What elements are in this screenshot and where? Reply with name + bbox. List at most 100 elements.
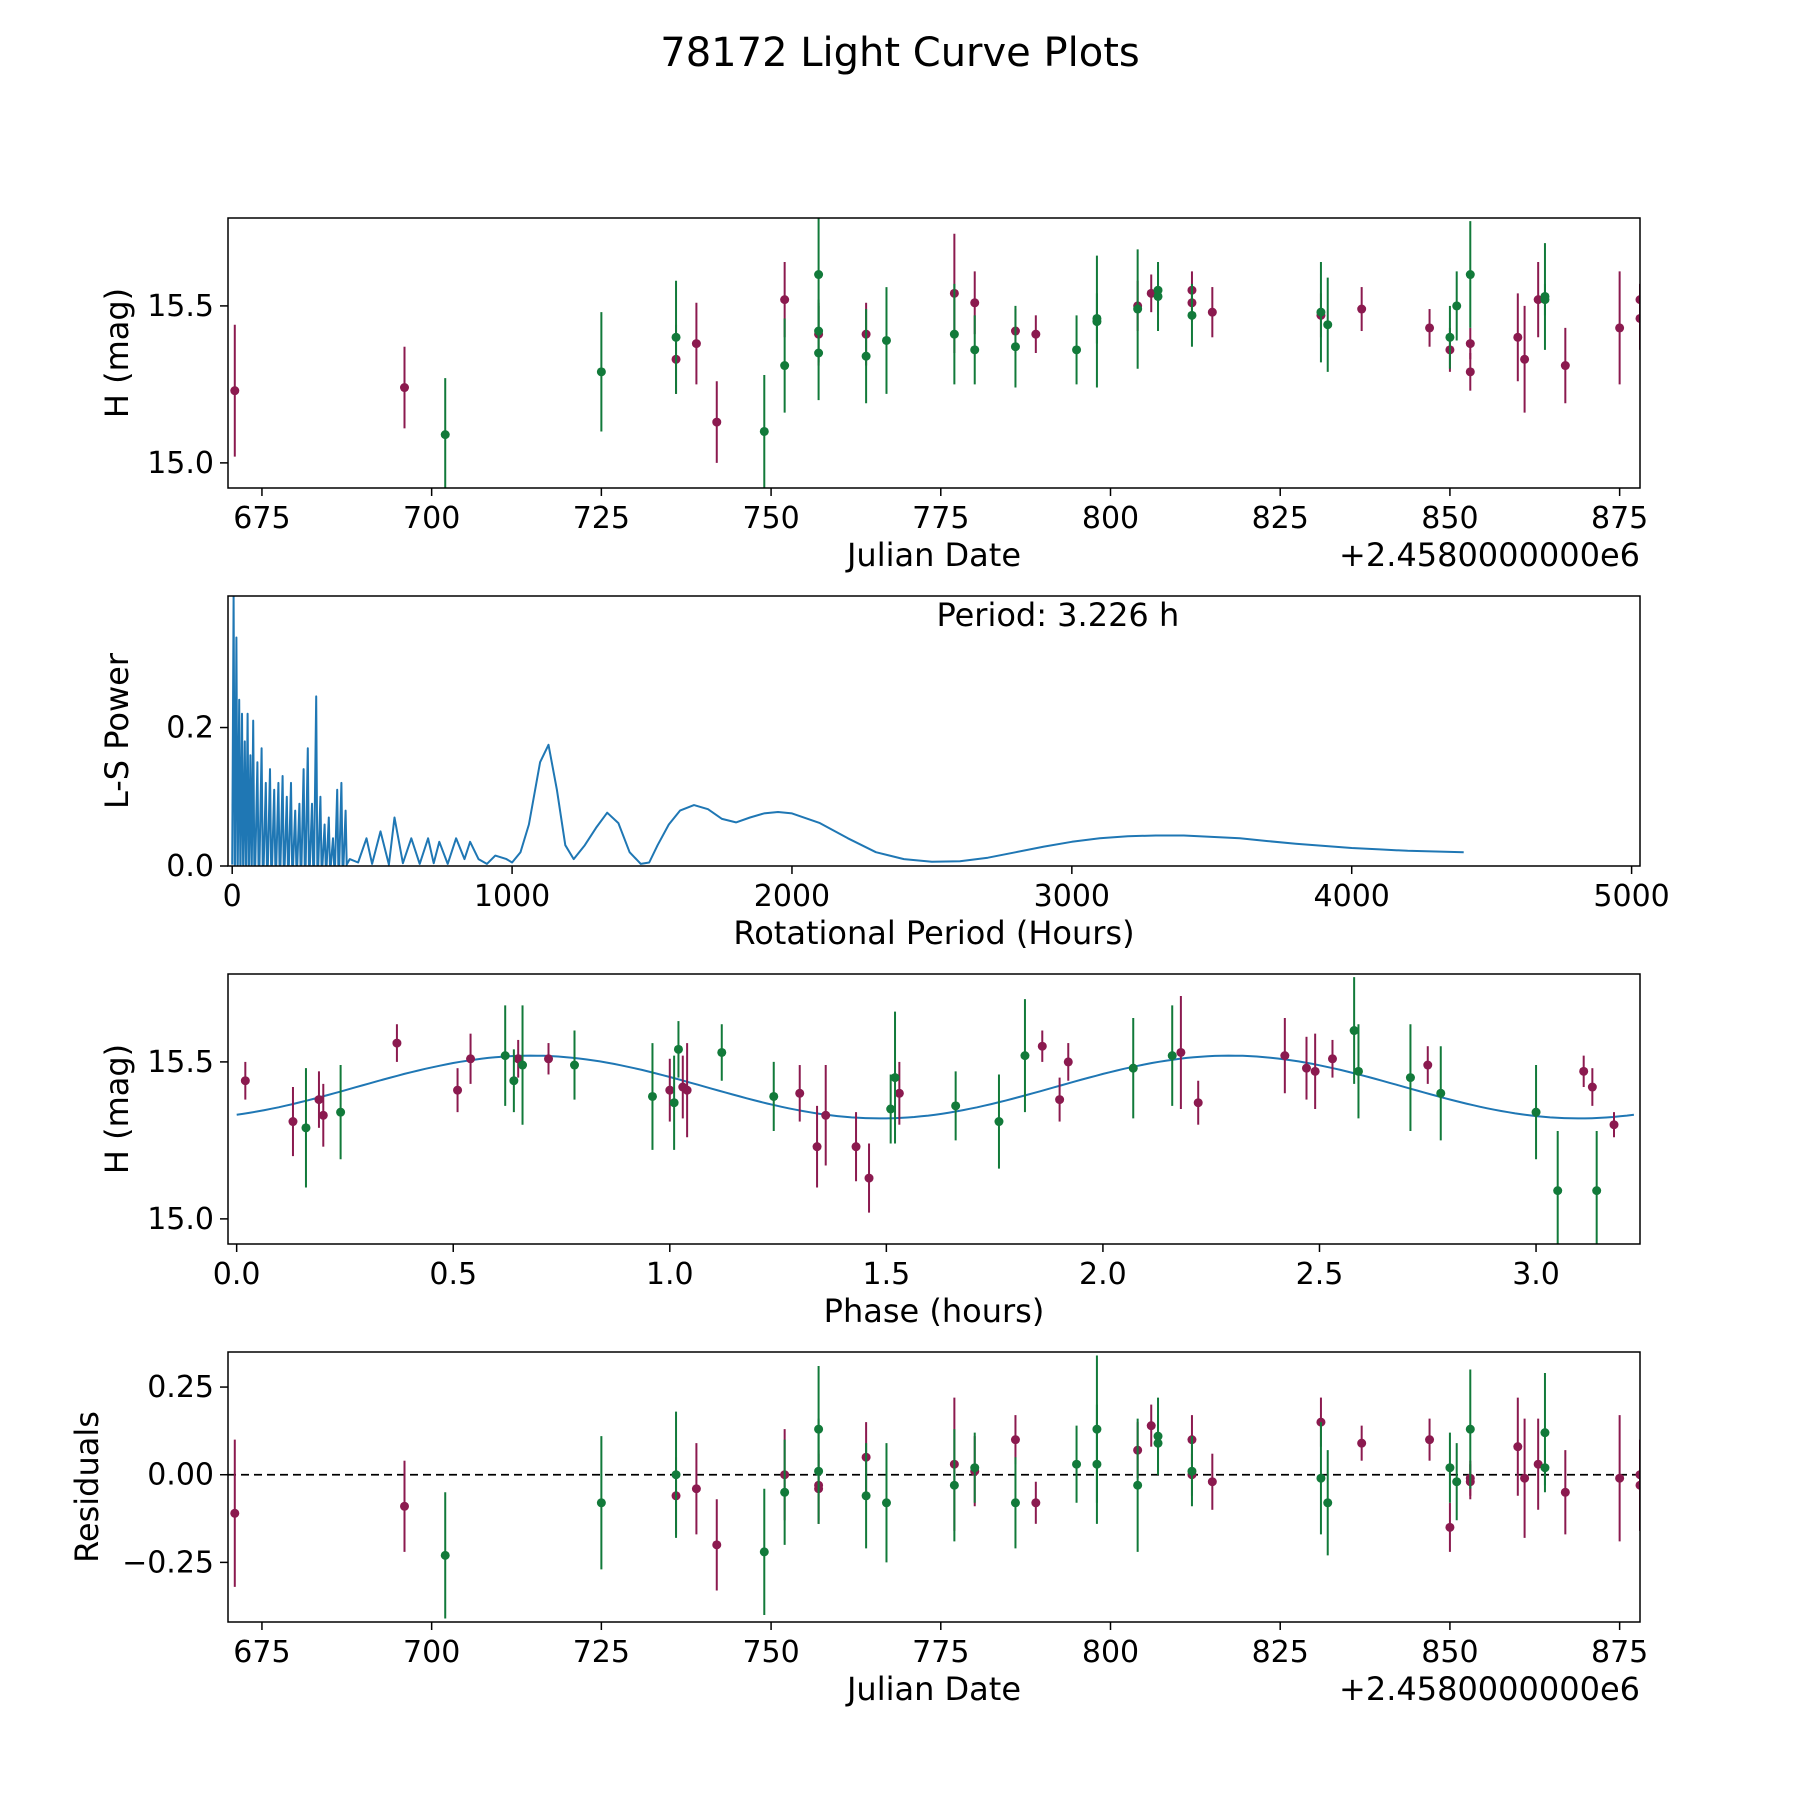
red-data-point bbox=[318, 1110, 328, 1120]
green-data-point bbox=[814, 326, 824, 336]
green-data-point bbox=[717, 1047, 727, 1057]
x-tick-label: 750 bbox=[742, 501, 799, 536]
green-data-point bbox=[669, 1098, 679, 1108]
red-data-point bbox=[1520, 354, 1530, 364]
red-data-point bbox=[288, 1117, 298, 1127]
green-data-point bbox=[570, 1060, 580, 1070]
red-data-point bbox=[1579, 1066, 1589, 1076]
red-data-point bbox=[400, 1501, 409, 1511]
red-data-point bbox=[691, 1484, 701, 1494]
green-data-point bbox=[500, 1051, 510, 1061]
x-tick-label: 875 bbox=[1591, 1635, 1648, 1670]
red-data-point bbox=[1193, 1098, 1203, 1108]
x-tick-label: 5000 bbox=[1593, 879, 1669, 914]
x-tick-label: 850 bbox=[1421, 501, 1478, 536]
x-tick-label: 1.5 bbox=[862, 1257, 910, 1292]
x-tick-label: 700 bbox=[403, 501, 460, 536]
red-data-point bbox=[1635, 295, 1640, 305]
green-data-point bbox=[1323, 320, 1333, 330]
data-layer bbox=[228, 1355, 1640, 1619]
red-data-point bbox=[1207, 307, 1217, 317]
green-data-point bbox=[1323, 1498, 1333, 1508]
green-data-point bbox=[890, 1073, 900, 1083]
green-data-point bbox=[1020, 1051, 1030, 1061]
x-offset-label: +2.4580000000e6 bbox=[1339, 536, 1640, 574]
red-data-point bbox=[1533, 1459, 1543, 1469]
x-tick-label: 725 bbox=[573, 1635, 630, 1670]
x-tick-label: 775 bbox=[912, 1635, 969, 1670]
green-data-point bbox=[1316, 307, 1326, 317]
red-data-point bbox=[1146, 288, 1156, 298]
green-data-point bbox=[1349, 1026, 1359, 1036]
x-tick-label: 3.0 bbox=[1512, 1257, 1560, 1292]
green-data-point bbox=[1540, 295, 1550, 305]
green-data-point bbox=[994, 1117, 1004, 1127]
green-data-point bbox=[1353, 1066, 1363, 1076]
x-tick-label: 800 bbox=[1082, 1635, 1139, 1670]
red-data-point bbox=[1520, 1473, 1530, 1483]
green-data-point bbox=[1010, 342, 1020, 352]
green-data-point bbox=[1452, 301, 1462, 311]
y-axis-label: H (mag) bbox=[98, 1044, 136, 1174]
y-tick-label: 15.0 bbox=[147, 1202, 214, 1237]
green-data-point bbox=[301, 1123, 311, 1133]
x-tick-label: 1000 bbox=[474, 879, 550, 914]
x-axis-label: Rotational Period (Hours) bbox=[733, 914, 1134, 952]
green-data-point bbox=[440, 430, 450, 440]
green-data-point bbox=[1592, 1186, 1602, 1196]
green-data-point bbox=[1187, 1466, 1197, 1476]
red-data-point bbox=[1635, 1470, 1640, 1480]
green-data-point bbox=[671, 1470, 681, 1480]
x-tick-label: 0.5 bbox=[429, 1257, 477, 1292]
red-data-point bbox=[1513, 332, 1523, 342]
x-tick-label: 800 bbox=[1082, 501, 1139, 536]
red-data-point bbox=[1513, 1442, 1523, 1452]
y-axis-label: H (mag) bbox=[98, 288, 136, 418]
green-data-point bbox=[1167, 1051, 1177, 1061]
red-data-point bbox=[1327, 1054, 1337, 1064]
green-data-point bbox=[596, 1498, 606, 1508]
axes-frame bbox=[227, 217, 1641, 489]
green-data-point bbox=[949, 1480, 959, 1490]
red-data-point bbox=[712, 417, 722, 427]
green-data-point bbox=[1072, 1459, 1082, 1469]
axes-frame bbox=[227, 973, 1641, 1245]
x-offset-label: +2.4580000000e6 bbox=[1339, 1670, 1640, 1708]
x-tick-label: 850 bbox=[1421, 1635, 1478, 1670]
x-axis-label: Phase (hours) bbox=[824, 1292, 1045, 1330]
green-data-point bbox=[1316, 1473, 1326, 1483]
green-data-point bbox=[780, 361, 790, 371]
green-data-point bbox=[814, 270, 824, 280]
red-data-point bbox=[1010, 1435, 1020, 1445]
red-data-point bbox=[712, 1540, 722, 1550]
x-tick-label: 700 bbox=[403, 1635, 460, 1670]
green-data-point bbox=[1153, 1438, 1163, 1448]
green-data-point bbox=[509, 1076, 519, 1086]
red-data-point bbox=[230, 386, 240, 396]
green-data-point bbox=[1540, 1428, 1550, 1438]
x-tick-label: 725 bbox=[573, 501, 630, 536]
green-data-point bbox=[769, 1091, 779, 1101]
green-data-point bbox=[780, 1487, 790, 1497]
green-data-point bbox=[647, 1091, 657, 1101]
panel-lc: 675 700 725 750 775 800 825 850 875 15.0 15.5 Julia… bbox=[98, 217, 1648, 574]
panel-phase: 0.0 0.5 1.0 1.5 2.0 2.5 3.0 15.0 15.5 Phase (hour… bbox=[98, 973, 1641, 1330]
y-tick-label: 15.5 bbox=[147, 289, 214, 324]
y-tick-label: 0.2 bbox=[166, 711, 214, 746]
green-data-point bbox=[951, 1101, 961, 1111]
green-data-point bbox=[1010, 1498, 1020, 1508]
green-data-point bbox=[949, 329, 959, 339]
x-tick-label: 2.5 bbox=[1296, 1257, 1344, 1292]
y-tick-label: 0.25 bbox=[147, 1370, 214, 1405]
red-data-point bbox=[1357, 1438, 1367, 1448]
y-tick-label: 0.0 bbox=[166, 849, 214, 884]
red-data-point bbox=[1609, 1120, 1619, 1130]
y-tick-label: −0.25 bbox=[122, 1545, 214, 1580]
green-data-point bbox=[1540, 1463, 1550, 1473]
red-data-point bbox=[544, 1054, 554, 1064]
period-annotation: Period: 3.226 h bbox=[936, 596, 1179, 634]
red-data-point bbox=[1533, 295, 1543, 305]
red-data-point bbox=[894, 1088, 904, 1098]
red-data-point bbox=[1031, 329, 1041, 339]
